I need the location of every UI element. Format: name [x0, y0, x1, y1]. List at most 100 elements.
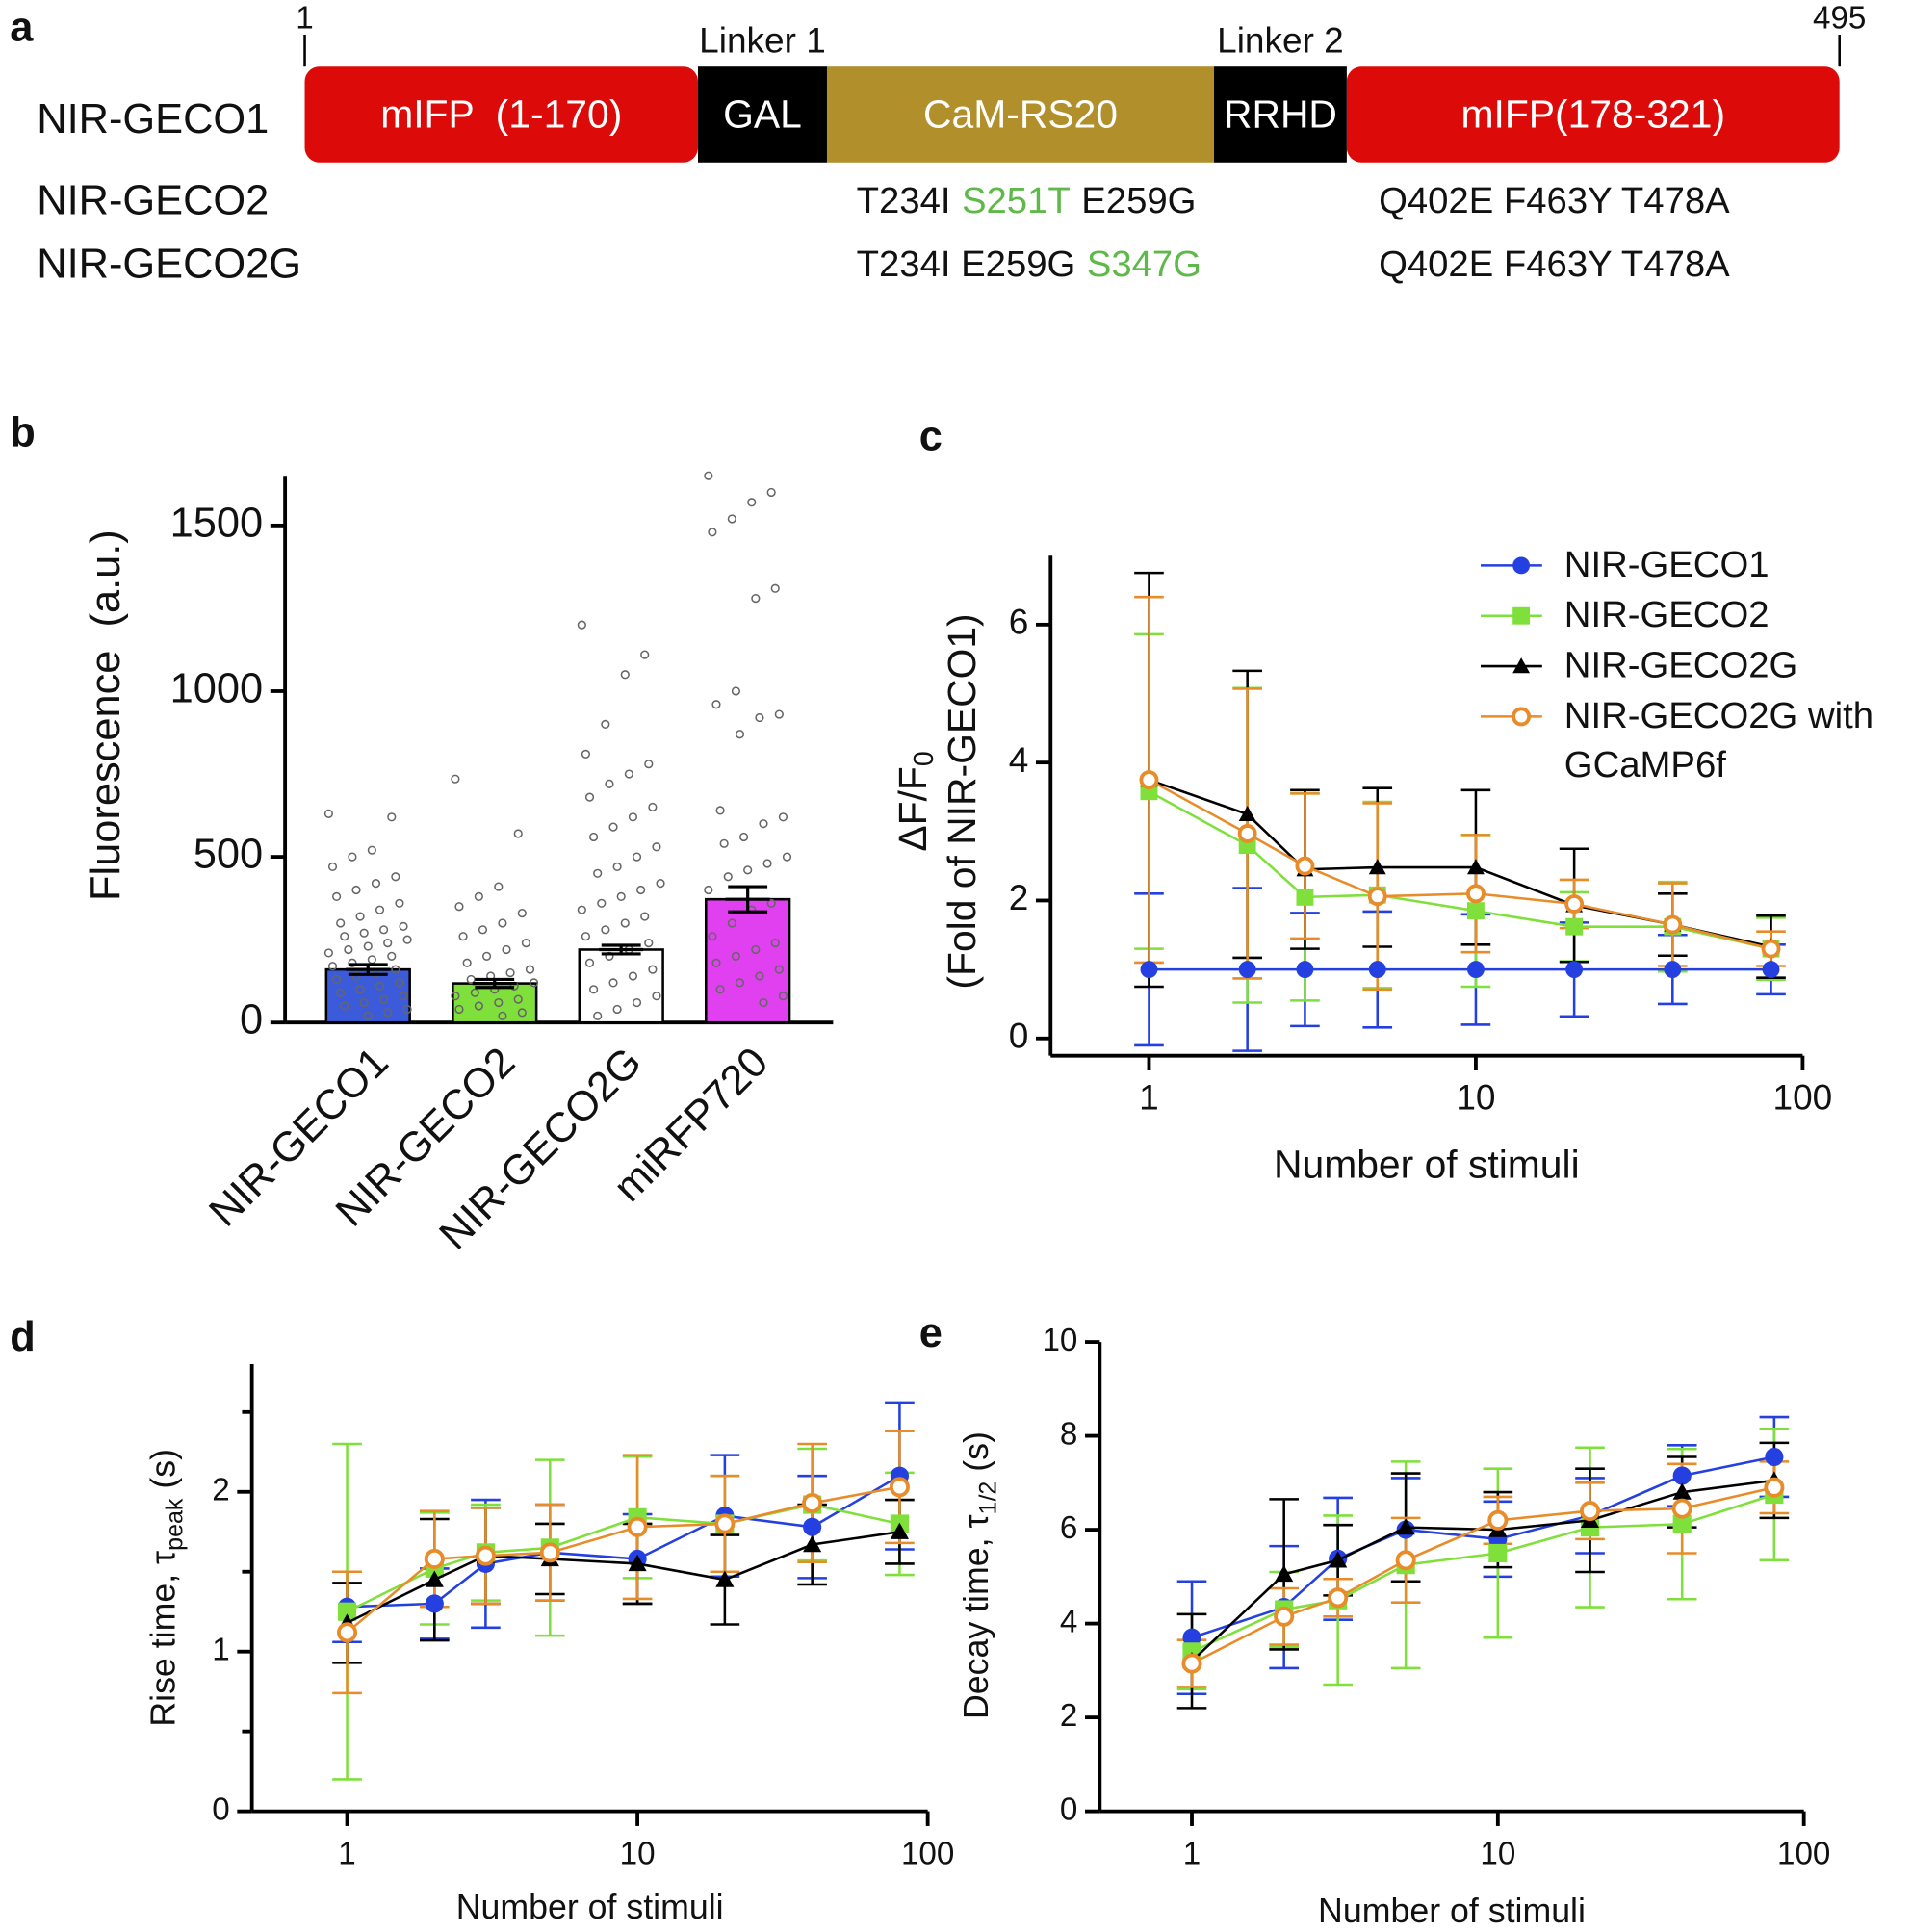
data-point: [363, 1011, 373, 1020]
data-point: [395, 898, 404, 908]
data-point: [478, 925, 488, 935]
x-axis-label: Number of stimuli: [1318, 1892, 1586, 1930]
data-point: [636, 885, 646, 895]
data-point: [402, 935, 412, 944]
data-point: [624, 769, 633, 779]
data-point: [648, 965, 658, 974]
data-point: [395, 978, 404, 988]
y-tick-label: 8: [1060, 1416, 1077, 1452]
marker: [1181, 1653, 1202, 1674]
data-point: [593, 1011, 603, 1020]
data-point: [601, 719, 610, 730]
data-point: [371, 879, 381, 889]
marker: [1672, 1466, 1692, 1485]
mutation: E259G: [1081, 180, 1196, 221]
data-point: [644, 939, 654, 948]
data-point: [525, 965, 535, 974]
domain-segment: [826, 66, 1215, 163]
y-axis-label: Rise time, τpeak (s): [144, 1449, 188, 1727]
marker: [1296, 961, 1314, 979]
legend-entry: NIR-GECO1: [1563, 544, 1770, 585]
data-point: [608, 822, 618, 832]
data-point: [494, 997, 504, 1008]
data-point: [505, 967, 515, 978]
marker: [714, 1513, 736, 1534]
data-point: [774, 709, 784, 719]
data-point: [470, 988, 479, 997]
x-tick-label: 10: [1480, 1836, 1515, 1871]
marker: [425, 1594, 444, 1613]
marker: [337, 1622, 358, 1643]
data-point: [355, 912, 365, 921]
x-tick-label: 100: [901, 1836, 954, 1871]
data-point: [498, 918, 507, 928]
data-point: [367, 845, 376, 855]
mutation-group: Q402E F463Y T478A: [1379, 180, 1730, 221]
data-point: [589, 985, 599, 994]
data-point: [704, 885, 713, 895]
marker: [627, 1516, 648, 1537]
data-point: [383, 939, 393, 948]
data-point: [340, 1001, 349, 1011]
data-point: [399, 921, 408, 931]
marker: [1275, 1564, 1294, 1583]
y-tick-label: 2: [212, 1473, 229, 1508]
x-tick-label: 1: [338, 1836, 355, 1871]
series-line: [347, 1475, 901, 1609]
data-point: [628, 812, 638, 822]
error-bar: [725, 885, 770, 914]
data-point: [612, 862, 622, 872]
mutation: S347G: [1087, 244, 1201, 285]
x-tick-label: 10: [620, 1836, 656, 1871]
panel-label: b: [10, 410, 36, 456]
data-point: [652, 842, 661, 852]
marker: [1182, 1628, 1201, 1647]
data-point: [723, 872, 733, 882]
x-axis-label: Number of stimuli: [1274, 1143, 1580, 1187]
data-point: [391, 872, 400, 882]
marker: [1764, 1477, 1785, 1498]
marker: [539, 1542, 560, 1563]
data-point: [778, 812, 788, 822]
data-point: [711, 958, 721, 967]
domain-label: RRHD: [1224, 91, 1337, 136]
data-point: [451, 992, 460, 1001]
mutation: Q402E F463Y T478A: [1379, 180, 1730, 221]
data-point: [708, 932, 717, 941]
legend-label: NIR-GECO2: [1563, 595, 1770, 636]
data-point: [521, 939, 531, 948]
data-point: [402, 1004, 412, 1015]
marker: [1579, 1501, 1601, 1522]
legend-label: NIR-GECO1: [1563, 544, 1770, 585]
data-point: [747, 498, 757, 507]
data-point: [656, 879, 665, 889]
data-point: [336, 918, 346, 928]
marker: [1295, 856, 1315, 876]
data-point: [529, 978, 539, 988]
data-point: [731, 686, 741, 696]
data-point: [584, 958, 595, 967]
series-line: [1148, 790, 1771, 950]
data-point: [719, 838, 729, 848]
marker: [1140, 961, 1158, 979]
marker: [1467, 859, 1485, 875]
marker: [1296, 888, 1314, 906]
domain-label: CaM-RS20: [923, 91, 1118, 136]
domain-segment: [304, 66, 698, 163]
domain-segment: [1214, 66, 1347, 163]
data-point: [584, 792, 595, 802]
data-point: [581, 932, 591, 941]
marker: [1367, 887, 1387, 907]
marker: [1512, 707, 1532, 727]
data-point: [344, 944, 353, 955]
data-point: [387, 951, 397, 961]
data-point: [367, 955, 376, 965]
data-point: [759, 819, 768, 829]
data-point: [620, 918, 630, 928]
data-point: [770, 939, 780, 948]
data-point: [399, 992, 408, 1001]
data-point: [759, 997, 768, 1008]
data-point: [644, 760, 654, 769]
data-point: [640, 650, 650, 659]
data-point: [708, 528, 717, 537]
